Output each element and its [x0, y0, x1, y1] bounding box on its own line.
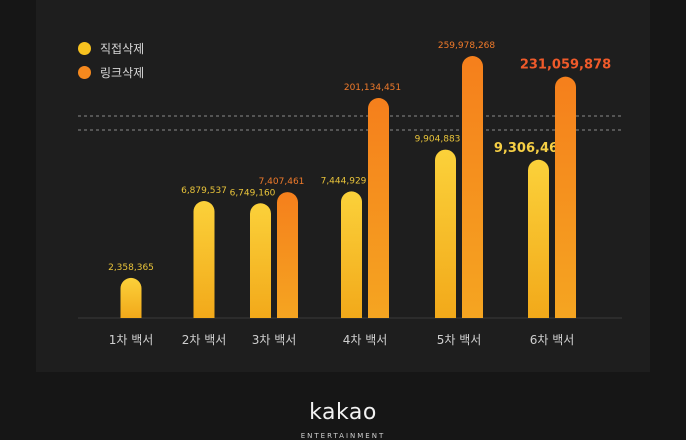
data-label-direct-delete: 7,444,929: [321, 176, 367, 186]
legend-swatch-link: [78, 65, 91, 79]
legend-swatch-direct: [78, 41, 91, 55]
data-label-link-delete: 231,059,878: [520, 58, 611, 73]
bar-link-delete: [368, 98, 389, 319]
legend-item-link: 링크삭제: [78, 60, 144, 84]
data-label-direct-delete: 6,749,160: [230, 188, 276, 198]
bar-direct-delete: [120, 277, 142, 318]
x-tick-label: 1차 백서: [109, 333, 154, 347]
bar-direct-delete: [528, 159, 549, 318]
legend: 직접삭제 링크삭제: [78, 36, 144, 84]
x-tick-label: 4차 백서: [343, 333, 388, 347]
data-label-link-delete: 259,978,268: [438, 41, 496, 51]
legend-item-direct: 직접삭제: [78, 36, 144, 60]
kakao-logo-subtext: ENTERTAINMENT: [300, 432, 386, 440]
x-tick-label: 5차 백서: [437, 333, 482, 347]
bar-link-delete: [462, 56, 483, 318]
x-tick-label: 3차 백서: [252, 333, 297, 347]
kakao-logo: kakao: [309, 400, 377, 425]
data-label-direct-delete: 9,904,883: [415, 135, 461, 145]
x-tick-label: 6차 백서: [530, 333, 575, 347]
bar-direct-delete: [435, 149, 456, 318]
legend-label-direct: 직접삭제: [100, 41, 145, 56]
data-label-direct-delete: 6,879,537: [181, 186, 227, 196]
bar-direct-delete: [250, 203, 271, 318]
bar-direct-delete: [193, 201, 215, 318]
x-tick-label: 2차 백서: [182, 333, 227, 347]
data-label-direct-delete: 9,306,467: [494, 141, 567, 156]
bar-direct-delete: [341, 191, 362, 318]
bar-link-delete: [277, 192, 298, 318]
data-label-link-delete: 7,407,461: [259, 177, 305, 187]
legend-label-link: 링크삭제: [100, 65, 145, 80]
data-label-direct-delete: 2,358,365: [108, 263, 154, 273]
bar-link-delete: [555, 76, 576, 318]
data-label-link-delete: 201,134,451: [344, 83, 401, 93]
